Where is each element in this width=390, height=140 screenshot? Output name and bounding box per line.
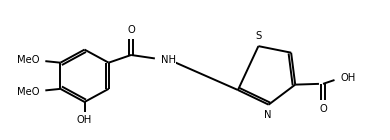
Text: S: S <box>255 31 262 41</box>
Text: OH: OH <box>77 116 92 125</box>
Text: N: N <box>264 110 271 120</box>
Text: O: O <box>319 104 327 114</box>
Text: MeO: MeO <box>17 55 39 65</box>
Text: MeO: MeO <box>17 87 39 97</box>
Text: OH: OH <box>340 74 355 83</box>
Text: O: O <box>127 25 135 35</box>
Text: NH: NH <box>161 55 176 65</box>
